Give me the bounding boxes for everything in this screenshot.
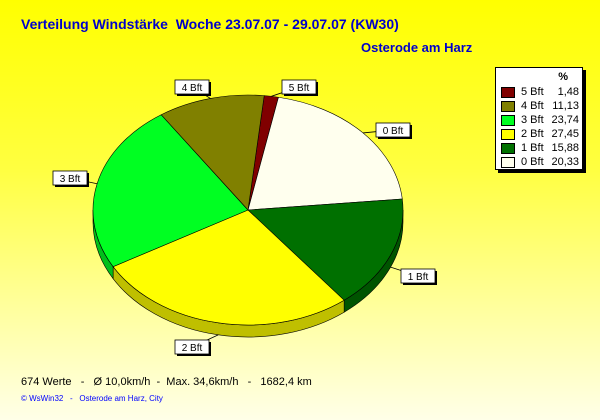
slice-label: 3 Bft [60, 174, 81, 185]
pie-slice-1-bft [247, 198, 404, 301]
legend-value: 11,13 [552, 100, 579, 112]
legend-item: 5 Bft 1,48 [496, 85, 582, 99]
legend-item: 1 Bft 15,88 [496, 141, 582, 155]
legend-swatch [501, 128, 515, 140]
slice-label: 0 Bft [383, 126, 404, 137]
slice-label-box [174, 339, 210, 355]
legend-swatch [501, 86, 515, 98]
slice-label: 2 Bft [182, 343, 203, 354]
slice-label-box [375, 122, 411, 138]
slice-label-box [400, 268, 436, 284]
slice-label-box [52, 170, 88, 186]
legend-label: 4 Bft [521, 100, 544, 112]
legend-item: 0 Bft 20,33 [496, 155, 582, 169]
pie-slice-2-bft [112, 209, 345, 326]
legend-item: 4 Bft 11,13 [496, 99, 582, 113]
legend-swatch [501, 114, 515, 126]
legend-item: 3 Bft 23,74 [496, 113, 582, 127]
legend-header: % [558, 71, 568, 83]
pie-slice-4-bft [160, 94, 265, 211]
stats-text: 674 Werte - Ø 10,0km/h - Max. 34,6km/h -… [21, 376, 312, 388]
chart-title: Verteilung Windstärke Woche 23.07.07 - 2… [21, 16, 399, 32]
legend-label: 0 Bft [521, 156, 544, 168]
copyright-text: © WsWin32 - Osterode am Harz, City [21, 394, 163, 403]
legend-label: 5 Bft [521, 86, 544, 98]
legend-value: 20,33 [551, 156, 579, 168]
legend: % 5 Bft 1,48 4 Bft 11,13 3 Bft 23,74 2 Bft 27,4… [495, 67, 583, 170]
legend-label: 2 Bft [521, 128, 544, 140]
legend-label: 1 Bft [521, 142, 544, 154]
slice-label: 4 Bft [182, 83, 203, 94]
slice-label-box [174, 79, 210, 95]
pie-slice-3-bft [92, 114, 249, 268]
chart-subtitle: Osterode am Harz [361, 40, 473, 55]
legend-value: 27,45 [551, 128, 579, 140]
legend-value: 23,74 [551, 114, 579, 126]
legend-value: 1,48 [557, 86, 579, 98]
legend-swatch [501, 100, 515, 112]
slice-label: 1 Bft [408, 272, 429, 283]
legend-value: 15,88 [551, 142, 579, 154]
slice-label-box [281, 79, 317, 95]
slice-label: 5 Bft [289, 83, 310, 94]
legend-swatch [501, 142, 515, 154]
legend-label: 3 Bft [521, 114, 544, 126]
legend-swatch [501, 156, 515, 168]
legend-item: 2 Bft 27,45 [496, 127, 582, 141]
